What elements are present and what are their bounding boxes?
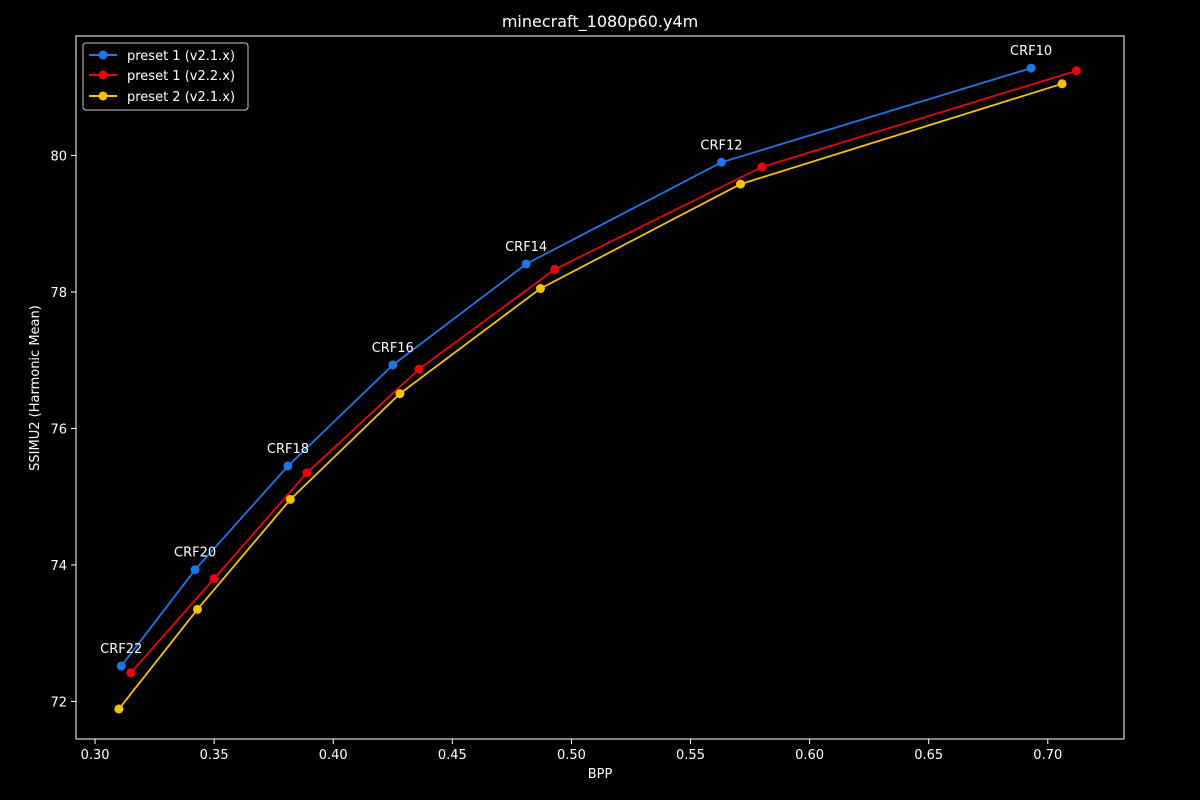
crf-annotation: CRF20 — [174, 546, 216, 561]
series-point-0 — [190, 565, 200, 575]
series-point-2 — [192, 604, 202, 614]
legend-marker-preset1-v21 — [98, 50, 108, 60]
x-tick-label: 0.65 — [914, 748, 943, 763]
legend-marker-preset1-v22 — [98, 70, 108, 80]
x-tick-label: 0.55 — [676, 748, 705, 763]
series-point-1 — [414, 364, 424, 374]
x-tick-label: 0.40 — [319, 748, 348, 763]
crf-annotation: CRF14 — [505, 240, 547, 255]
crf-annotation: CRF16 — [372, 341, 414, 356]
x-tick-label: 0.50 — [557, 748, 586, 763]
crf-annotation: CRF12 — [700, 138, 742, 153]
series-point-0 — [1026, 63, 1036, 73]
series-point-1 — [209, 574, 219, 584]
x-tick-label: 0.30 — [81, 748, 110, 763]
chart-title: minecraft_1080p60.y4m — [502, 12, 698, 32]
legend-marker-preset2-v21 — [98, 91, 108, 101]
x-axis: 0.30 0.35 0.40 0.45 0.50 0.55 0.60 0.65 0.70 — [81, 739, 1062, 763]
legend: preset 1 (v2.1.x) preset 1 (v2.2.x) pres… — [82, 42, 249, 111]
plot-frame — [75, 35, 1125, 740]
series-point-0 — [716, 157, 726, 167]
series-point-2 — [395, 389, 405, 399]
series-point-1 — [126, 668, 136, 678]
series-point-0 — [388, 360, 398, 370]
series-point-1 — [757, 162, 767, 172]
series-point-0 — [521, 259, 531, 269]
series-point-0 — [283, 461, 293, 471]
x-tick-label: 0.35 — [200, 748, 229, 763]
crf-annotation: CRF18 — [267, 442, 309, 457]
series-point-1 — [550, 264, 560, 274]
series-point-1 — [1071, 66, 1081, 76]
y-axis: 72 74 76 78 80 — [50, 149, 76, 710]
y-tick-label: 80 — [50, 149, 67, 164]
series-point-1 — [302, 468, 312, 478]
y-axis-label: SSIMU2 (Harmonic Mean) — [28, 305, 43, 471]
legend-label-preset1-v21: preset 1 (v2.1.x) — [127, 49, 235, 64]
series-point-2 — [1057, 79, 1067, 89]
series-point-2 — [535, 284, 545, 294]
crf-annotations: CRF22 CRF20 CRF18 CRF16 CRF14 CRF12 CRF10 — [100, 44, 1052, 657]
x-tick-label: 0.70 — [1033, 748, 1062, 763]
series-point-2 — [736, 179, 746, 189]
crf-annotation: CRF10 — [1010, 44, 1052, 59]
legend-label-preset2-v21: preset 2 (v2.1.x) — [127, 90, 235, 105]
x-tick-label: 0.45 — [438, 748, 467, 763]
x-axis-label: BPP — [588, 767, 613, 782]
x-tick-label: 0.60 — [795, 748, 824, 763]
y-tick-label: 76 — [50, 422, 67, 437]
legend-box — [82, 42, 249, 111]
crf-annotation: CRF22 — [100, 642, 142, 657]
series-point-2 — [114, 704, 124, 714]
y-tick-label: 78 — [50, 286, 67, 301]
series-point-0 — [116, 661, 126, 671]
plot-area — [114, 63, 1081, 714]
legend-label-preset1-v22: preset 1 (v2.2.x) — [127, 69, 235, 84]
y-tick-label: 72 — [50, 695, 67, 710]
series-point-2 — [285, 494, 295, 504]
y-tick-label: 74 — [50, 559, 67, 574]
